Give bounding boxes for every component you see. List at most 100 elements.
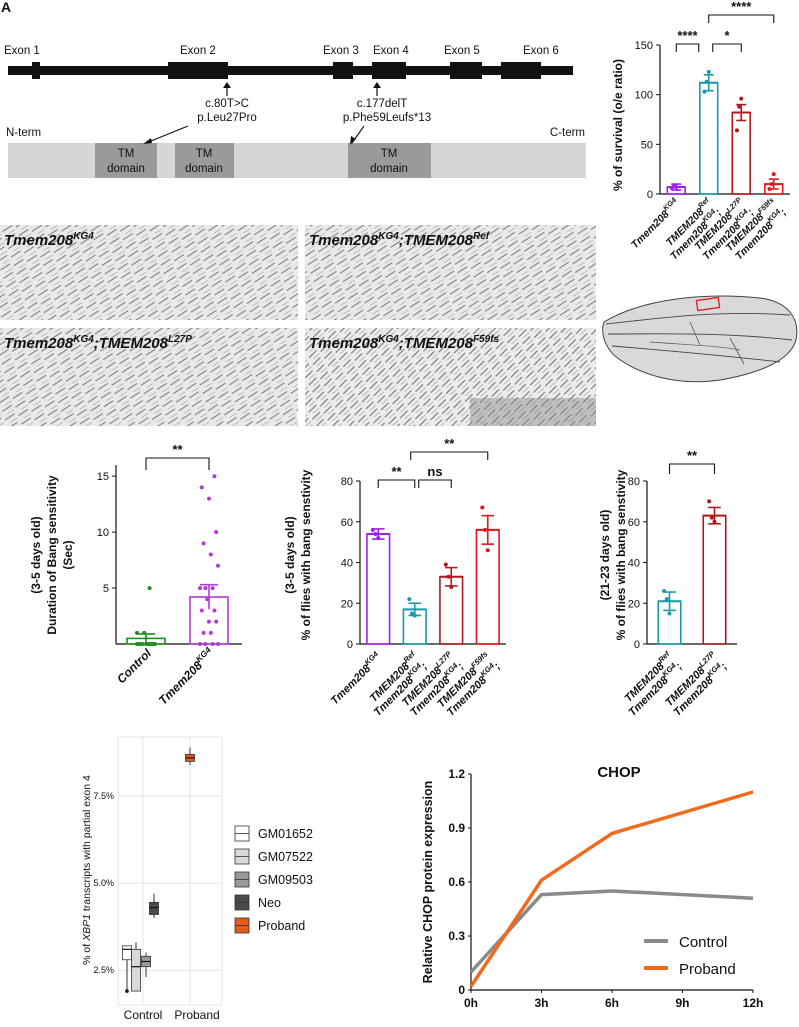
data-point xyxy=(149,642,154,646)
tm-domain-2 xyxy=(175,143,234,178)
data-point xyxy=(734,128,739,133)
data-point xyxy=(210,586,215,591)
data-point xyxy=(201,541,206,546)
y-tick-label: 80 xyxy=(628,476,640,488)
y-tick-label: 2.5% xyxy=(93,965,114,975)
y-tick-label: 20 xyxy=(628,598,640,610)
data-point xyxy=(483,527,488,532)
legend-label: Neo xyxy=(258,896,281,910)
x-tick-label-part: ; xyxy=(492,660,503,671)
legend-label: GM09503 xyxy=(258,873,313,887)
data-point xyxy=(769,182,774,187)
exon-5-box xyxy=(450,62,482,79)
data-point xyxy=(480,505,485,510)
y-tick-label: 7.5% xyxy=(93,791,114,801)
y-tick-label: 0.6 xyxy=(448,875,465,889)
variant2-arrowhead xyxy=(373,82,381,88)
data-point xyxy=(707,499,712,504)
bang-3-5-days-chart: 0 20 40 60 80 % of flies with bang senstivity… xyxy=(283,436,506,719)
data-point xyxy=(709,515,714,520)
sig-2-label: ns xyxy=(427,464,442,479)
exon-2-label: Exon 2 xyxy=(180,45,216,57)
chart-title: CHOP xyxy=(597,764,640,781)
data-point xyxy=(214,530,219,535)
wing-vein-shadow xyxy=(470,398,596,426)
x-tick-label-part: ; xyxy=(419,660,430,671)
data-point xyxy=(771,172,776,177)
y-axis-label-part: % of xyxy=(81,941,93,965)
bar xyxy=(475,529,500,645)
data-point xyxy=(212,474,217,479)
box xyxy=(131,948,141,992)
sig-1-bracket xyxy=(668,463,716,474)
tm-label: TM xyxy=(381,148,398,160)
data-point xyxy=(201,630,206,635)
x-tick-label-part: ; xyxy=(713,207,724,218)
data-point xyxy=(203,586,208,591)
variant1-cdna: c.80T>C xyxy=(205,98,249,110)
wing-image-ref xyxy=(305,225,596,320)
variant1-pointer-head xyxy=(143,138,152,144)
series-line-control xyxy=(469,889,754,974)
sig-1-label: ** xyxy=(391,464,402,479)
y-axis-label: % of flies with bang senstivity xyxy=(299,469,313,640)
data-point xyxy=(205,597,210,602)
exon-1-label: Exon 1 xyxy=(4,45,40,57)
y-axis-label: (3-5 days old) xyxy=(29,516,43,593)
sig-1-bracket xyxy=(675,43,700,52)
box-outlier xyxy=(125,989,129,993)
data-point xyxy=(702,89,707,94)
exon-6-box xyxy=(501,62,541,79)
y-tick-label: 5.0% xyxy=(93,878,114,888)
bar xyxy=(702,514,727,645)
exon-1-box xyxy=(32,62,40,79)
data-point xyxy=(407,597,412,602)
data-point xyxy=(706,69,711,74)
data-point xyxy=(737,104,742,109)
y-axis-label: Duration of Bang sensitivity xyxy=(45,475,59,635)
x-tick-label: 9h xyxy=(675,996,689,1010)
data-point xyxy=(412,613,417,618)
exon-3-box xyxy=(333,62,353,79)
sig-1-bracket xyxy=(377,479,416,488)
y-axis-label: (Sec) xyxy=(61,540,75,569)
variant2-cdna: c.177delT xyxy=(357,98,408,110)
legend-label: GM01652 xyxy=(258,827,313,841)
x-tick-label-sup: KG4 xyxy=(363,649,381,667)
y-axis-label: % of flies with bang senstivity xyxy=(614,469,628,640)
data-point xyxy=(376,536,381,541)
data-point xyxy=(207,496,211,501)
y-tick-label: 1.2 xyxy=(448,767,465,781)
wing-label-l27p: Tmem208KG4;TMEM208L27P xyxy=(4,334,192,352)
x-tick-label-part: ; xyxy=(778,207,789,218)
sig-3-label: **** xyxy=(731,0,752,14)
data-point xyxy=(214,619,219,624)
bar xyxy=(366,533,391,645)
x-tick-label-part: Tmem208 xyxy=(629,208,672,251)
data-point xyxy=(136,642,141,646)
domain-label: domain xyxy=(370,163,408,175)
data-point xyxy=(212,608,217,613)
sig-1-label: **** xyxy=(677,28,698,43)
y-tick-label: 60 xyxy=(341,517,353,529)
x-tick-label-part: Control xyxy=(114,646,155,687)
y-tick-label: 5 xyxy=(103,583,109,595)
data-point xyxy=(135,630,139,635)
x-tick-label-sup: KG4 xyxy=(661,196,678,213)
data-point xyxy=(667,611,672,616)
xbp1-box-chart: 2.5% 5.0% 7.5% Control Proband % of XBP1 tran… xyxy=(81,736,313,1022)
y-tick-label: 100 xyxy=(635,90,653,102)
data-point xyxy=(704,79,709,84)
x-tick-label: Proband xyxy=(174,1008,219,1022)
wing-label-kg4: Tmem208KG4 xyxy=(4,231,94,249)
variant1-arrowhead xyxy=(223,82,231,88)
data-point xyxy=(199,608,204,613)
wing-label-f59fs: Tmem208KG4;TMEM208F59fs xyxy=(309,334,500,352)
wing-images: Tmem208KG4 Tmem208KG4;TMEM208Ref Tmem208… xyxy=(0,225,596,426)
y-tick-label: 40 xyxy=(628,558,640,570)
y-axis-label: % of XBP1 transcripts with partial exon … xyxy=(81,775,93,965)
sig-3-label: ** xyxy=(444,436,455,451)
x-tick-label: 12h xyxy=(743,996,764,1010)
wing-label-ref: Tmem208KG4;TMEM208Ref xyxy=(309,231,491,249)
